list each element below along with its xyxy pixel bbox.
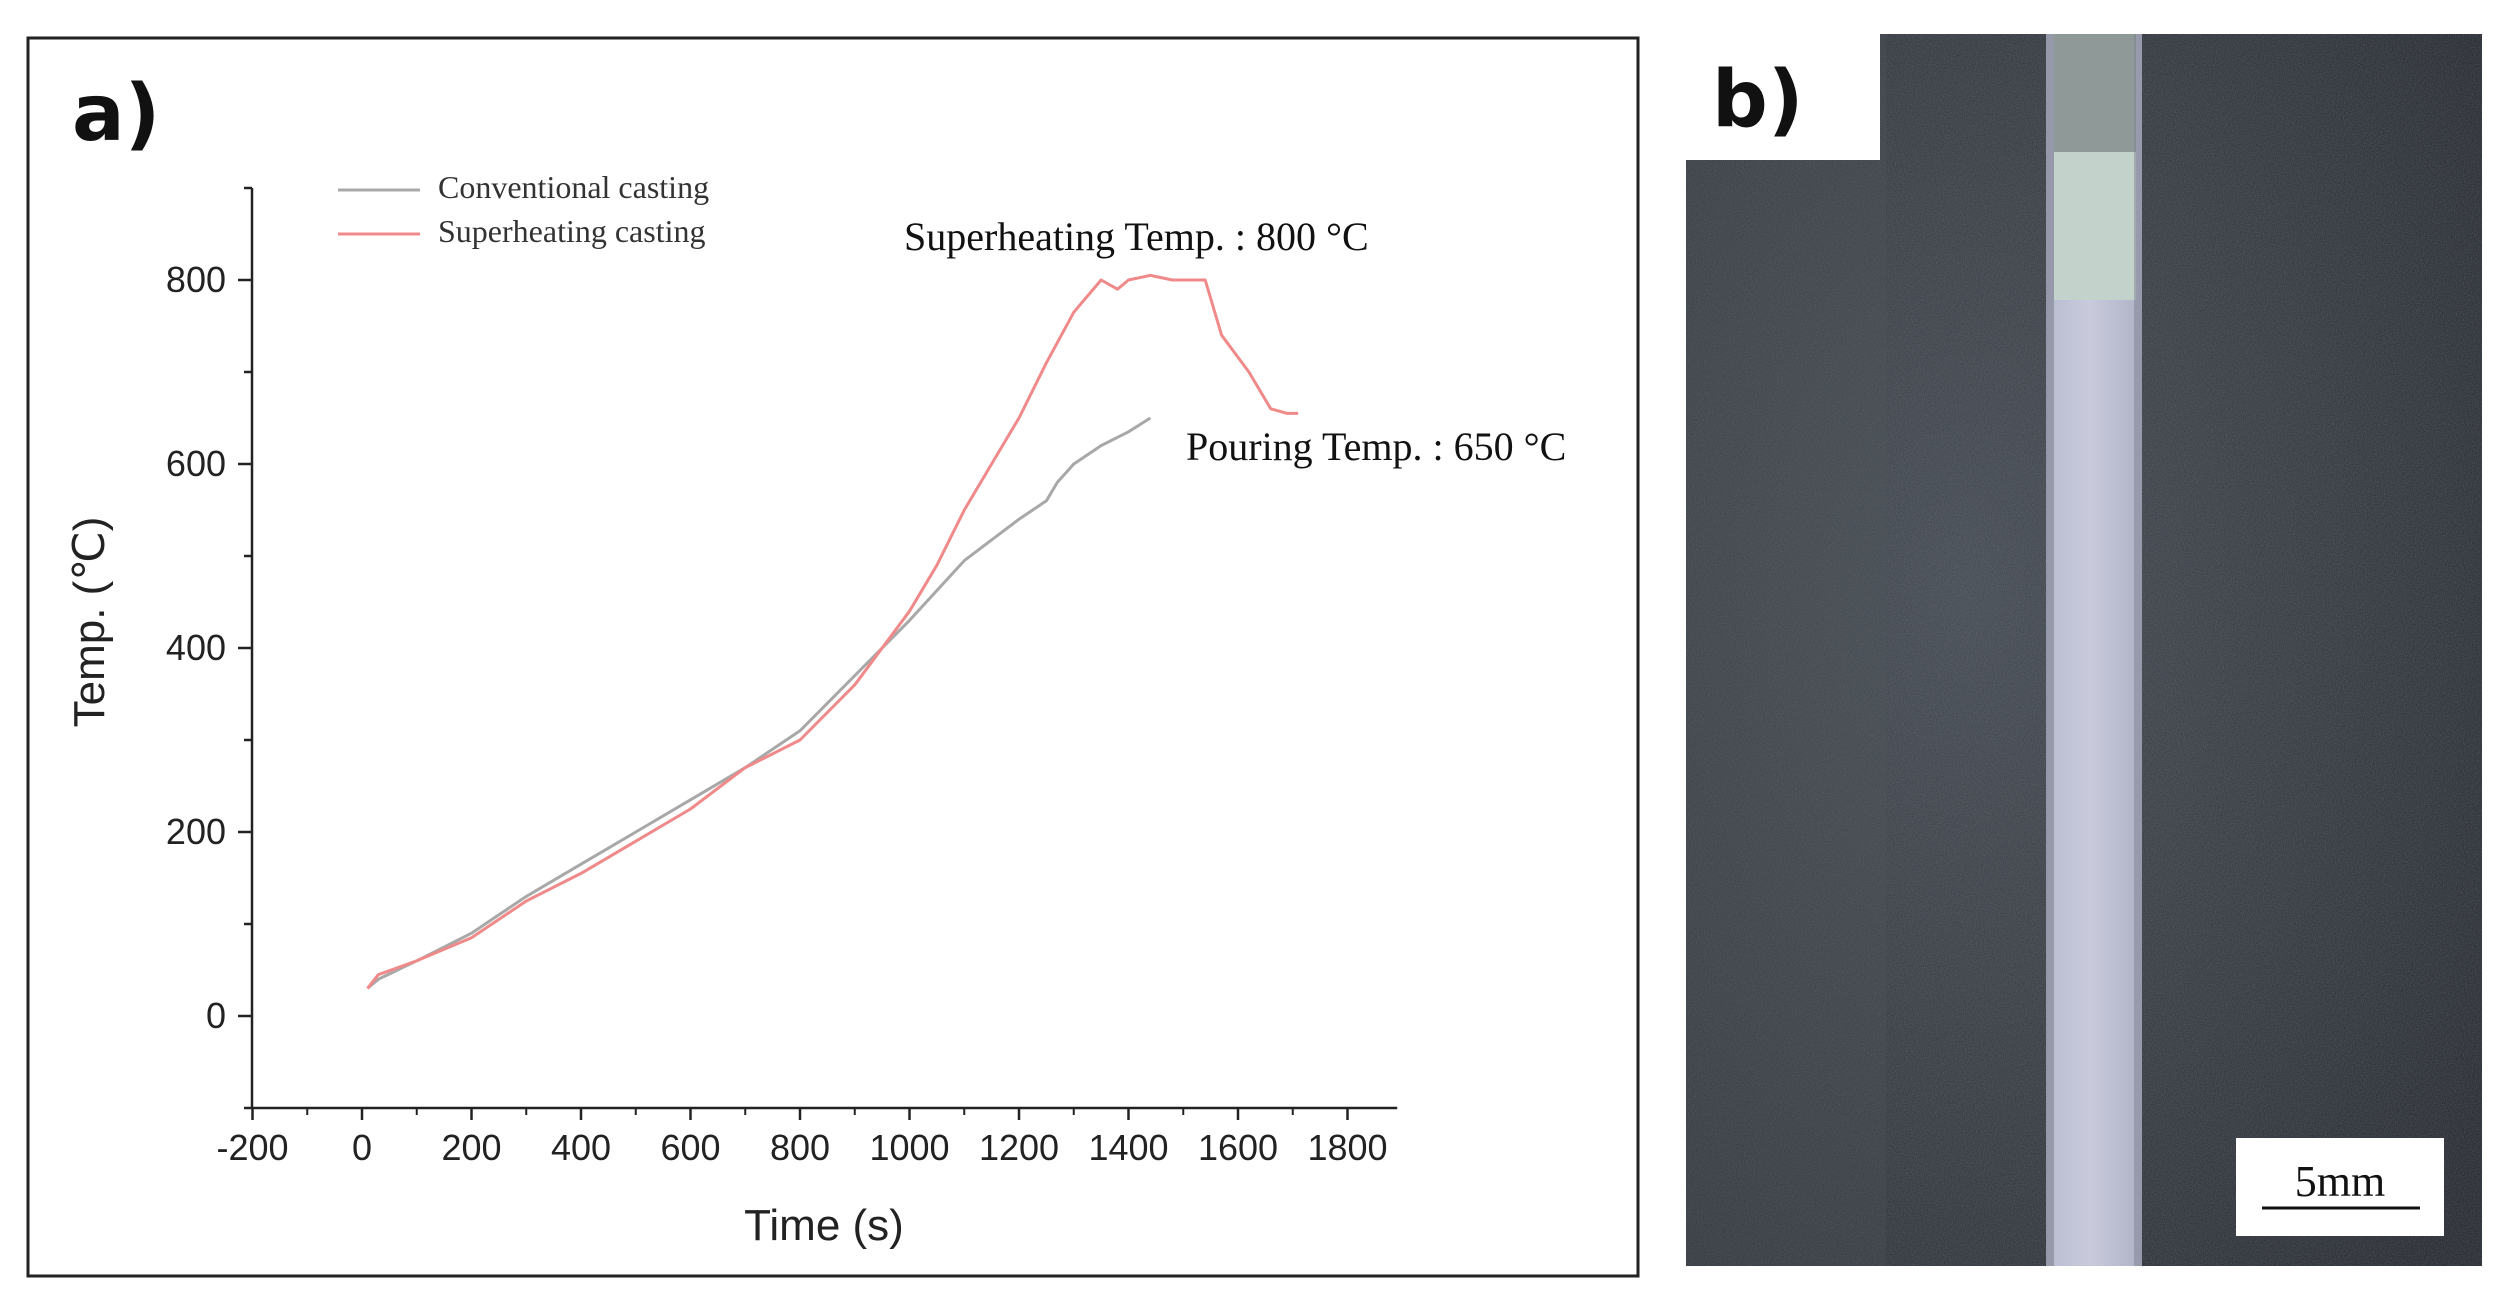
x-tick-label-600: 600 — [660, 1127, 720, 1168]
y-tick-label-0: 0 — [206, 995, 226, 1036]
annotation-pouring: Pouring Temp. : 650 °C — [1186, 424, 1566, 469]
x-tick-label-1800: 1800 — [1307, 1127, 1387, 1168]
scale-bar-label: 5mm — [2295, 1157, 2385, 1206]
x-tick-label-800: 800 — [770, 1127, 830, 1168]
panel-a: a) -200 0 200 400 600 800 1000 1200 1400 1600 1800… — [26, 36, 1640, 1278]
x-tick-label-1400: 1400 — [1088, 1127, 1168, 1168]
series-line-superheating — [366, 273, 1299, 990]
panel-a-frame — [26, 36, 1640, 1278]
chart: -200 0 200 400 600 800 1000 1200 1400 1600 1800 0 20… — [65, 169, 1566, 1250]
annotation-superheating: Superheating Temp. : 800 °C — [904, 214, 1369, 259]
y-tick-label-400: 400 — [166, 627, 226, 668]
x-tick-label-400: 400 — [551, 1127, 611, 1168]
specimen-strip-edge-right — [2134, 34, 2142, 1266]
panel-b-label-bg — [1686, 34, 1880, 160]
panel-a-label: a) — [72, 69, 160, 159]
chart-marks: -200 0 200 400 600 800 1000 1200 1400 1600 1800 0 20… — [166, 186, 1398, 1168]
x-tick-label-1000: 1000 — [869, 1127, 949, 1168]
specimen-strip-top — [2054, 34, 2136, 152]
photo-edge-highlight — [1686, 34, 1886, 1266]
specimen-strip-greenish — [2054, 152, 2136, 300]
y-axis-title: Temp. (℃) — [65, 517, 114, 728]
x-tick-label-1200: 1200 — [979, 1127, 1059, 1168]
x-axis-title: Time (s) — [744, 1201, 904, 1250]
x-tick-label-200: 200 — [441, 1127, 501, 1168]
panel-b-label: b) — [1712, 55, 1803, 145]
y-tick-label-600: 600 — [166, 443, 226, 484]
y-tick-label-800: 800 — [166, 259, 226, 300]
specimen-strip-edge-left — [2046, 34, 2054, 1266]
x-tick-label-1600: 1600 — [1198, 1127, 1278, 1168]
y-tick-label-200: 200 — [166, 811, 226, 852]
panel-b: b) 5mm — [1686, 34, 2482, 1266]
x-tick-label--200: -200 — [216, 1127, 288, 1168]
scale-bar-box — [2236, 1138, 2444, 1236]
x-tick-label-0: 0 — [352, 1127, 372, 1168]
scale-bar: 5mm — [2236, 1138, 2444, 1236]
legend-label-superheating: Superheating casting — [438, 213, 705, 249]
specimen-photo — [1686, 34, 2482, 1266]
legend-label-conventional: Conventional casting — [438, 169, 709, 205]
series-line-conventional — [366, 416, 1152, 990]
legend: Conventional casting Superheating castin… — [338, 169, 709, 249]
